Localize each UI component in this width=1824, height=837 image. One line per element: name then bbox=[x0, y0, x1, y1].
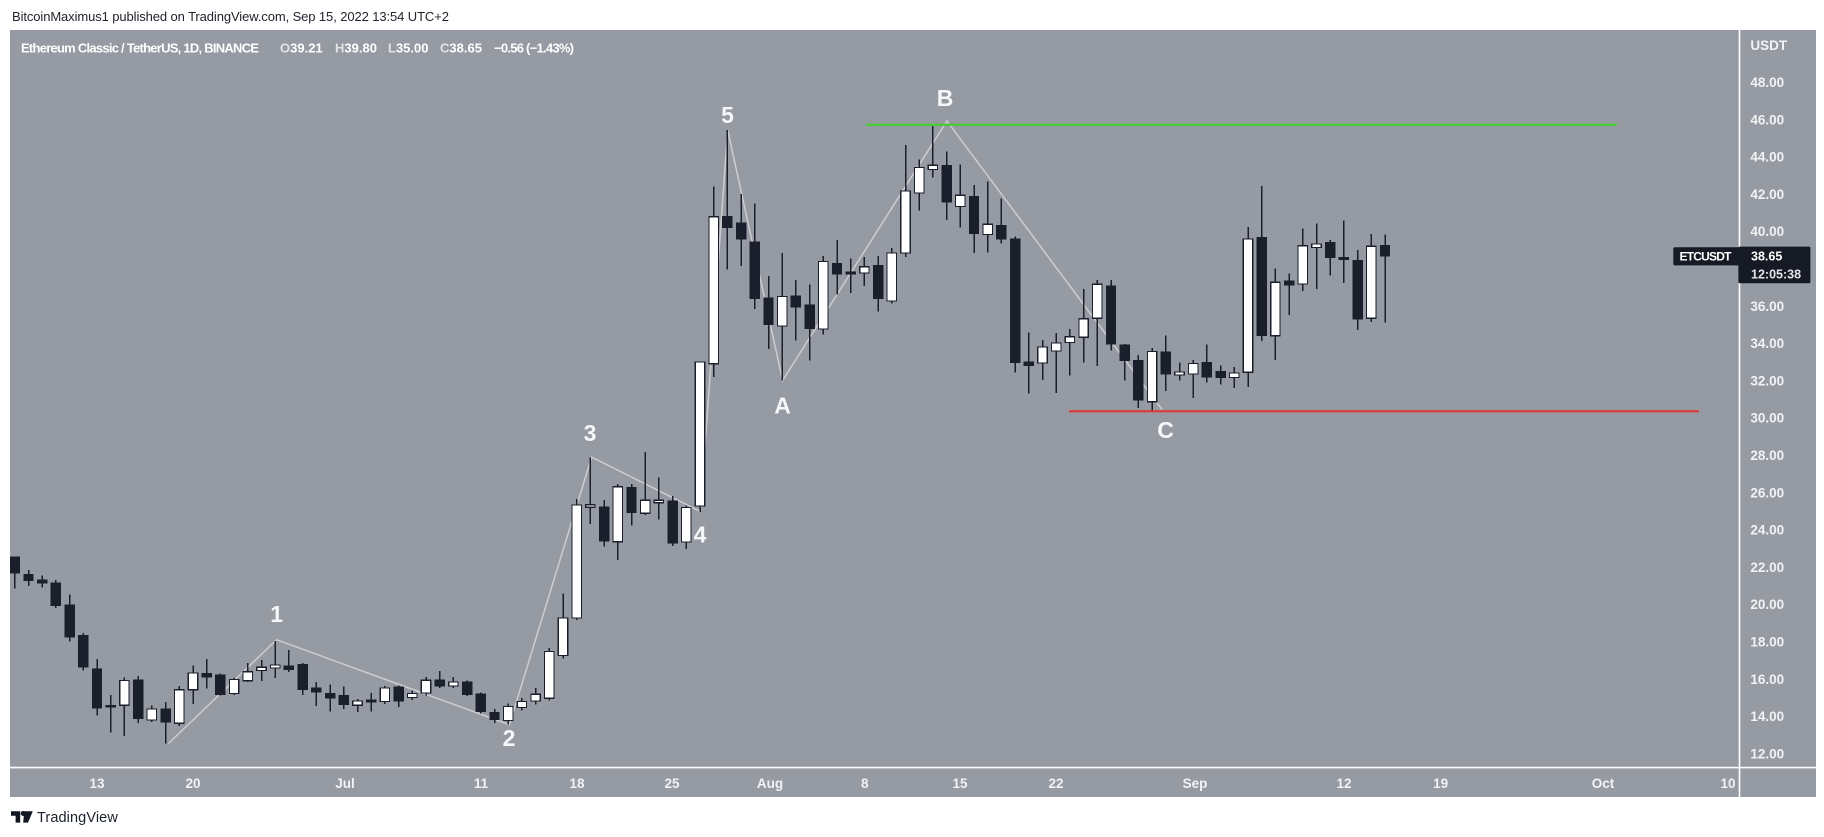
svg-text:USDT: USDT bbox=[1750, 38, 1788, 53]
svg-text:38.65: 38.65 bbox=[1751, 249, 1782, 263]
svg-text:1: 1 bbox=[270, 601, 283, 627]
svg-text:Aug: Aug bbox=[757, 776, 783, 791]
svg-text:Ethereum Classic / TetherUS, 1: Ethereum Classic / TetherUS, 1D, BINANCE bbox=[21, 41, 259, 56]
svg-text:22: 22 bbox=[1048, 776, 1063, 791]
svg-text:15: 15 bbox=[952, 776, 968, 791]
svg-text:4: 4 bbox=[694, 522, 707, 548]
svg-text:8: 8 bbox=[861, 776, 869, 791]
svg-text:16.00: 16.00 bbox=[1750, 672, 1784, 687]
svg-text:ETCUSDT: ETCUSDT bbox=[1680, 249, 1733, 263]
svg-text:18.00: 18.00 bbox=[1750, 635, 1784, 650]
svg-text:30.00: 30.00 bbox=[1750, 411, 1784, 426]
svg-text:Jul: Jul bbox=[335, 776, 355, 791]
svg-text:20.00: 20.00 bbox=[1750, 597, 1784, 612]
svg-text:32.00: 32.00 bbox=[1750, 373, 1784, 388]
svg-text:C: C bbox=[1157, 417, 1174, 443]
svg-text:40.00: 40.00 bbox=[1750, 224, 1784, 239]
svg-text:A: A bbox=[774, 393, 791, 419]
svg-text:12:05:38: 12:05:38 bbox=[1751, 267, 1801, 281]
svg-text:36.00: 36.00 bbox=[1750, 299, 1784, 314]
svg-text:42.00: 42.00 bbox=[1750, 187, 1784, 202]
svg-text:22.00: 22.00 bbox=[1750, 560, 1784, 575]
svg-text:25: 25 bbox=[664, 776, 680, 791]
svg-text:12.00: 12.00 bbox=[1750, 746, 1784, 761]
svg-text:3: 3 bbox=[584, 420, 597, 446]
svg-text:12: 12 bbox=[1336, 776, 1351, 791]
svg-text:18: 18 bbox=[569, 776, 585, 791]
svg-text:48.00: 48.00 bbox=[1750, 75, 1784, 90]
svg-text:14.00: 14.00 bbox=[1750, 709, 1784, 724]
svg-text:28.00: 28.00 bbox=[1750, 448, 1784, 463]
svg-text:Oct: Oct bbox=[1592, 776, 1615, 791]
svg-text:13: 13 bbox=[89, 776, 105, 791]
svg-text:26.00: 26.00 bbox=[1750, 485, 1784, 500]
svg-text:Sep: Sep bbox=[1183, 776, 1208, 791]
svg-text:5: 5 bbox=[721, 102, 734, 128]
svg-text:2: 2 bbox=[503, 725, 516, 751]
svg-text:11: 11 bbox=[474, 776, 489, 791]
svg-text:44.00: 44.00 bbox=[1750, 150, 1784, 165]
svg-text:10: 10 bbox=[1720, 776, 1735, 791]
svg-text:B: B bbox=[937, 85, 954, 111]
svg-text:19: 19 bbox=[1433, 776, 1448, 791]
svg-text:46.00: 46.00 bbox=[1750, 112, 1784, 127]
svg-text:20: 20 bbox=[185, 776, 200, 791]
svg-text:24.00: 24.00 bbox=[1750, 523, 1784, 538]
svg-text:34.00: 34.00 bbox=[1750, 336, 1784, 351]
